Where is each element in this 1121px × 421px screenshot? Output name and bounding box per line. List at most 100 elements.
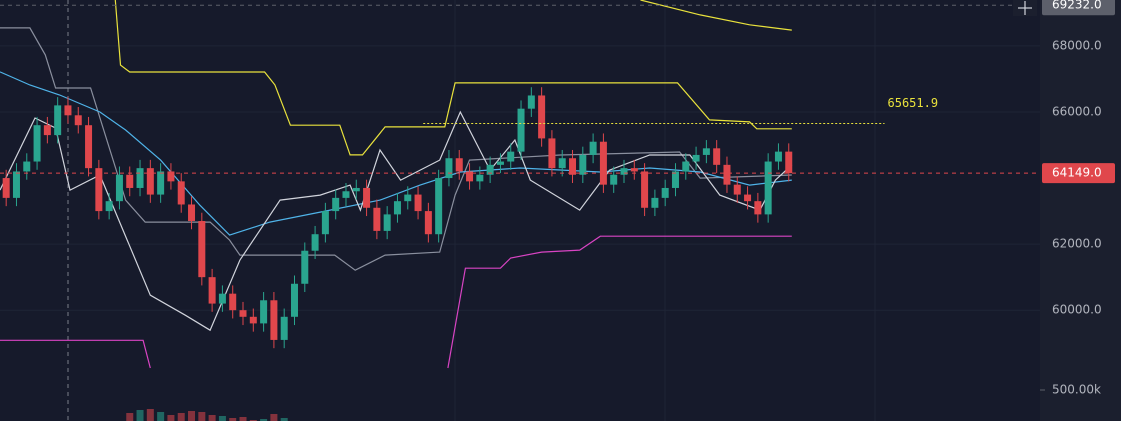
candle-body bbox=[496, 161, 504, 165]
candle-body bbox=[85, 125, 93, 169]
indicator-line bbox=[447, 235, 792, 369]
indicator-line bbox=[0, 27, 792, 271]
candle-body bbox=[599, 141, 607, 185]
volume-bar bbox=[136, 410, 144, 421]
candle-body bbox=[373, 207, 381, 231]
candle-body bbox=[764, 161, 772, 215]
volume-bar bbox=[218, 416, 226, 421]
candle-body bbox=[290, 283, 298, 317]
volume-bar bbox=[260, 419, 268, 421]
candle-body bbox=[774, 151, 782, 162]
candle-body bbox=[579, 154, 587, 175]
candle-body bbox=[527, 95, 535, 109]
candle-body bbox=[424, 211, 432, 235]
crosshair-button[interactable] bbox=[1013, 0, 1037, 16]
candle-body bbox=[301, 250, 309, 284]
candle-body bbox=[651, 197, 659, 208]
candle-body bbox=[136, 168, 144, 188]
candle-body bbox=[692, 154, 700, 162]
candle-body bbox=[54, 105, 62, 136]
candle-body bbox=[95, 168, 103, 212]
volume-bar bbox=[280, 418, 288, 421]
candle-body bbox=[198, 220, 206, 278]
candle-body bbox=[569, 158, 577, 175]
candle-body bbox=[445, 158, 453, 179]
candle-body bbox=[208, 277, 216, 304]
candle-body bbox=[363, 187, 371, 208]
indicator-line bbox=[0, 71, 792, 236]
indicator-line bbox=[0, 339, 151, 369]
candle-body bbox=[105, 201, 113, 212]
candle-body bbox=[455, 158, 463, 172]
candle-body bbox=[74, 115, 82, 126]
candle-body bbox=[146, 168, 154, 195]
candle-body bbox=[713, 148, 721, 165]
price-tag-label: 69232.0 bbox=[1052, 0, 1102, 12]
candle-body bbox=[466, 171, 474, 182]
candle-body bbox=[43, 125, 51, 136]
volume-bar bbox=[188, 411, 196, 421]
price-axis: 68000.0 66000.0 62000.0 60000.0 500.00k 69232… bbox=[1040, 0, 1115, 397]
volume-bar bbox=[208, 415, 216, 421]
candle-body bbox=[744, 194, 752, 202]
candle-body bbox=[249, 316, 257, 324]
candle-body bbox=[548, 138, 556, 169]
candle-body bbox=[393, 201, 401, 215]
y-tick-label: 60000.0 bbox=[1052, 303, 1102, 317]
candle-body bbox=[507, 151, 515, 162]
candle-body bbox=[218, 293, 226, 304]
volume-bar bbox=[177, 413, 185, 421]
price-tag-label: 64149.0 bbox=[1052, 166, 1102, 180]
candle-body bbox=[538, 95, 546, 139]
plot bbox=[0, 0, 1040, 421]
candle-body bbox=[661, 187, 669, 198]
volume-bar bbox=[239, 417, 247, 421]
volume-bar bbox=[270, 414, 278, 421]
candle-body bbox=[352, 187, 360, 192]
candle-body bbox=[115, 174, 123, 202]
candle-body bbox=[332, 197, 340, 212]
candle-body bbox=[126, 174, 134, 188]
candle-body bbox=[435, 178, 443, 235]
volume-bar bbox=[229, 418, 237, 421]
candle-body bbox=[476, 174, 484, 182]
price-tag bbox=[1042, 163, 1115, 184]
price-tag bbox=[1042, 0, 1115, 16]
annotation-label: 65651.9 bbox=[888, 96, 939, 110]
candle-body bbox=[785, 151, 793, 174]
candle-body bbox=[610, 174, 618, 185]
indicator-line bbox=[640, 0, 792, 31]
candle-body bbox=[33, 125, 41, 162]
candle-body bbox=[733, 184, 741, 195]
candle-body bbox=[723, 164, 731, 185]
candle-body bbox=[167, 171, 175, 182]
volume-bar bbox=[167, 415, 175, 421]
candle-body bbox=[414, 194, 422, 212]
volume-bar bbox=[157, 412, 165, 421]
candle-body bbox=[229, 293, 237, 311]
candle-body bbox=[280, 316, 288, 340]
candle-body bbox=[682, 161, 690, 172]
candle-body bbox=[321, 211, 329, 235]
candle-body bbox=[342, 191, 350, 198]
y-tick-label: 66000.0 bbox=[1052, 104, 1102, 118]
candle-body bbox=[517, 108, 525, 152]
candle-body bbox=[754, 201, 762, 215]
indicator-line bbox=[114, 0, 792, 156]
candle-body bbox=[270, 300, 278, 340]
volume-bar bbox=[198, 412, 206, 421]
indicator-line bbox=[0, 110, 793, 332]
candle-body bbox=[239, 310, 247, 317]
volume-bar bbox=[126, 413, 134, 421]
candle-body bbox=[64, 105, 72, 116]
candle-body bbox=[486, 164, 494, 175]
candle-body bbox=[23, 161, 31, 172]
candle-body bbox=[630, 168, 638, 172]
candle-body bbox=[177, 181, 185, 205]
candle-body bbox=[188, 204, 196, 221]
y-tick-label: 62000.0 bbox=[1052, 237, 1102, 251]
y-tick-label: 68000.0 bbox=[1052, 38, 1102, 52]
candle-body bbox=[641, 171, 649, 208]
candle-body bbox=[12, 171, 20, 198]
